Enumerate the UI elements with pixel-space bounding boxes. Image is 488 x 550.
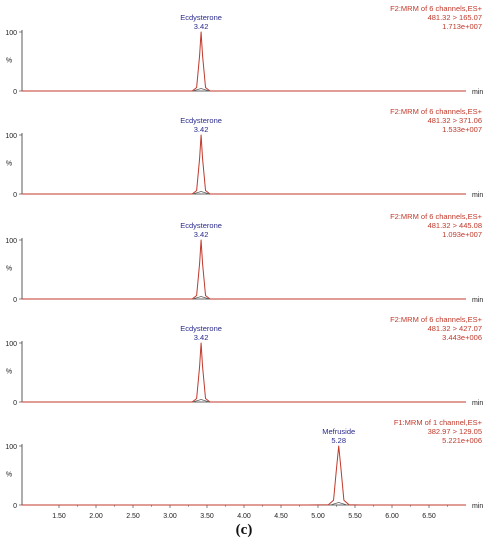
integration-baseline — [193, 191, 209, 195]
y-axis-label: % — [6, 472, 12, 479]
x-axis-label: min — [472, 400, 483, 407]
y-tick-label: 0 — [13, 297, 17, 304]
y-axis-label: % — [6, 58, 12, 65]
channel-header-line: 382.97 > 129.05 — [428, 427, 482, 436]
channel-header-line: 3.443e+006 — [442, 333, 482, 342]
y-axis-label: % — [6, 266, 12, 273]
x-tick-label: 1.50 — [52, 513, 66, 520]
channel-header-line: F2:MRM of 6 channels,ES+ — [390, 4, 483, 13]
x-axis-label: min — [472, 297, 483, 304]
channel-header-line: F1:MRM of 1 channel,ES+ — [394, 418, 483, 427]
y-tick-label: 0 — [13, 503, 17, 510]
x-tick-label: 2.00 — [89, 513, 103, 520]
channel-header-line: 1.093e+007 — [442, 230, 482, 239]
chromatogram-trace — [22, 134, 466, 195]
y-axis-label: % — [6, 369, 12, 376]
y-tick-label: 0 — [13, 89, 17, 96]
y-tick-label: 0 — [13, 400, 17, 407]
y-tick-label: 100 — [5, 341, 17, 348]
x-tick-label: 3.00 — [163, 513, 177, 520]
channel-header-line: 1.533e+007 — [442, 125, 482, 134]
peak-rt-label: 3.42 — [194, 333, 209, 342]
peak-compound-label: Ecdysterone — [180, 13, 222, 22]
y-tick-label: 0 — [13, 192, 17, 199]
channel-header-line: 481.32 > 371.06 — [428, 116, 482, 125]
channel-header-line: F2:MRM of 6 channels,ES+ — [390, 315, 483, 324]
integration-baseline — [193, 296, 209, 300]
integration-baseline — [193, 88, 209, 92]
chromatogram-trace — [22, 342, 466, 403]
peak-compound-label: Ecdysterone — [180, 116, 222, 125]
peak-compound-label: Ecdysterone — [180, 221, 222, 230]
peak-rt-label: 3.42 — [194, 22, 209, 31]
chromatogram-trace — [22, 31, 466, 92]
x-axis-label: min — [472, 192, 483, 199]
integration-baseline — [331, 502, 347, 506]
channel-header-line: 481.32 > 427.07 — [428, 324, 482, 333]
channel-header-line: F2:MRM of 6 channels,ES+ — [390, 107, 483, 116]
channel-header-line: 5.221e+006 — [442, 436, 482, 445]
peak-rt-label: 3.42 — [194, 125, 209, 134]
y-tick-label: 100 — [5, 238, 17, 245]
x-tick-label: 6.50 — [422, 513, 436, 520]
x-axis-label: min — [472, 89, 483, 96]
channel-header-line: 481.32 > 445.08 — [428, 221, 482, 230]
channel-header-line: 481.32 > 165.07 — [428, 13, 482, 22]
x-tick-label: 5.50 — [348, 513, 362, 520]
peak-compound-label: Ecdysterone — [180, 324, 222, 333]
x-tick-label: 6.00 — [385, 513, 399, 520]
y-axis-label: % — [6, 161, 12, 168]
peak-rt-label: 5.28 — [331, 436, 346, 445]
channel-header-line: 1.713e+007 — [442, 22, 482, 31]
y-tick-label: 100 — [5, 30, 17, 37]
chromatogram-trace — [22, 445, 466, 506]
x-axis-label: min — [472, 503, 483, 510]
channel-header-line: F2:MRM of 6 channels,ES+ — [390, 212, 483, 221]
chromatogram-trace — [22, 239, 466, 300]
integration-baseline — [193, 399, 209, 403]
peak-compound-label: Mefruside — [322, 427, 355, 436]
y-tick-label: 100 — [5, 133, 17, 140]
peak-rt-label: 3.42 — [194, 230, 209, 239]
x-tick-label: 2.50 — [126, 513, 140, 520]
y-tick-label: 100 — [5, 444, 17, 451]
x-tick-label: 4.50 — [274, 513, 288, 520]
x-tick-label: 3.50 — [200, 513, 214, 520]
x-tick-label: 4.00 — [237, 513, 251, 520]
panel-caption: (c) — [235, 522, 253, 538]
x-tick-label: 5.00 — [311, 513, 325, 520]
